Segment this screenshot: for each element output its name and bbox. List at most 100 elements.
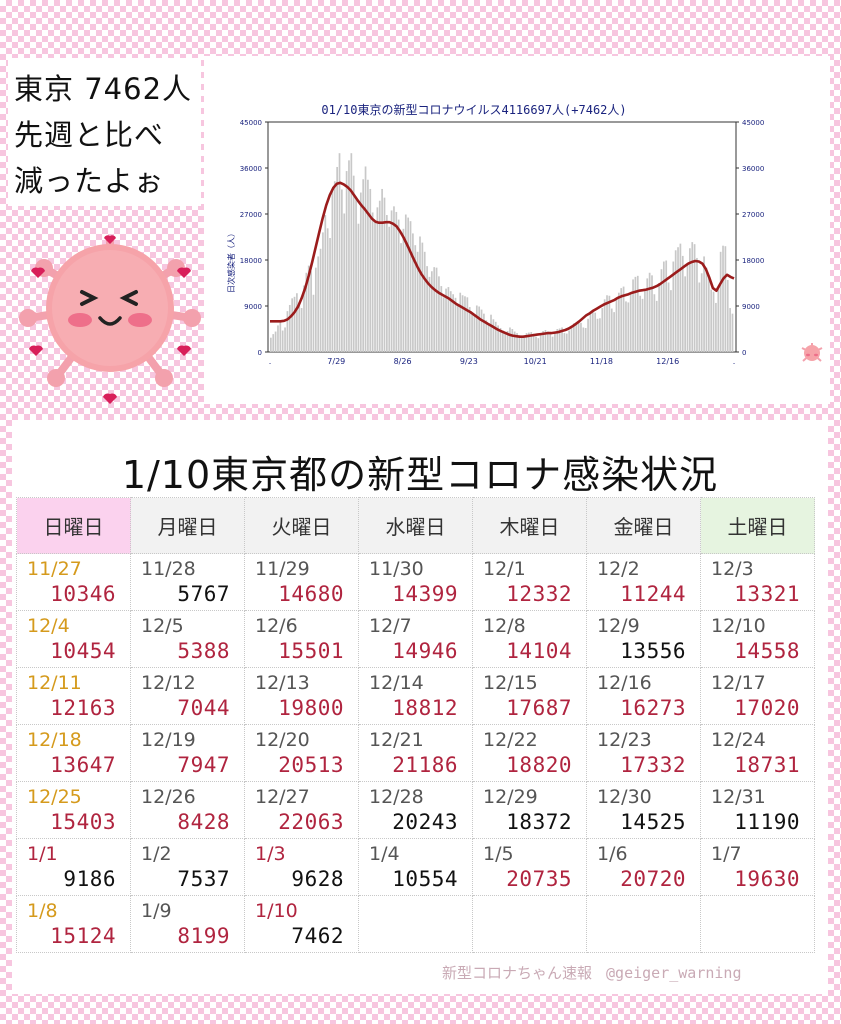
daily-bar [731,313,734,352]
daily-bar [485,320,488,352]
daily-bar [350,153,353,352]
daily-bar [625,301,627,352]
day-count: 15501 [278,639,344,663]
daily-bar [374,220,376,352]
table-row: 1/8 15124 1/9 8199 1/10 7462 [16,895,815,953]
daily-bar [613,312,615,352]
daily-bar [558,328,561,352]
daily-bar [537,338,540,352]
daily-bar [499,327,502,352]
daily-bar [575,322,578,352]
daily-bar [270,337,272,352]
daily-bar [404,214,407,352]
day-date: 1/6 [597,843,628,865]
day-cell: 11/28 5767 [130,553,245,611]
day-cell: 12/11 12163 [16,667,131,725]
day-cell [358,895,473,953]
daily-bar [662,261,665,352]
day-count: 11244 [620,582,686,606]
day-cell: 12/27 22063 [244,781,359,839]
daily-bar [523,335,526,352]
x-tick-label: 10/21 [524,357,547,366]
daily-bar [698,282,701,352]
daily-bar [724,246,727,352]
weekday-header-wed: 水曜日 [358,497,473,554]
day-cell: 12/22 18820 [472,724,587,782]
day-count: 11190 [734,810,800,834]
daily-bar [504,333,507,352]
y-tick-label: 27000 [240,211,262,219]
daily-bar [466,297,469,352]
daily-bar [348,160,350,352]
daily-bar [502,330,504,352]
day-cell: 12/23 17332 [586,724,701,782]
day-count: 5767 [177,582,230,606]
day-count: 9186 [63,867,116,891]
daily-bar [677,247,679,352]
calendar-table: 日曜日 月曜日 火曜日 水曜日 木曜日 金曜日 土曜日 11/27 10346 11… [16,497,815,953]
day-cell [700,895,815,953]
daily-bar [580,322,582,352]
day-count: 22063 [278,810,344,834]
daily-bar [452,294,454,352]
daily-bar [298,301,301,352]
daily-bar [409,221,412,352]
daily-bar [291,298,294,352]
day-date: 12/12 [141,672,196,694]
day-cell [472,895,587,953]
daily-bar [715,302,717,352]
daily-bar [303,285,305,352]
day-count: 12332 [506,582,572,606]
day-cell: 12/5 5388 [130,610,245,668]
daily-bar [693,244,696,352]
daily-bar [653,294,656,352]
daily-bar [644,289,646,352]
daily-bar [400,243,402,352]
day-date: 1/5 [483,843,514,865]
daily-bar [518,335,521,352]
daily-bar [596,318,599,352]
daily-bar [388,226,391,352]
daily-bar [471,312,473,352]
day-count: 13321 [734,582,800,606]
daily-bar [364,166,367,352]
daily-bar [378,200,381,352]
daily-bar [710,289,713,352]
y-tick-label: 36000 [240,165,262,173]
table-row: 12/4 10454 12/5 5388 12/6 15501 12/7 14946 12/8 1… [16,610,815,668]
day-date: 1/10 [255,900,298,922]
daily-bar [570,326,573,352]
y-tick-label-right: 18000 [742,257,764,265]
day-cell: 12/10 14558 [700,610,815,668]
footer-handle: @geiger_warning [606,964,742,982]
daily-bar [556,329,559,352]
day-date: 11/30 [369,558,424,580]
day-date: 12/19 [141,729,196,751]
daily-bar [331,191,334,352]
day-date: 12/14 [369,672,424,694]
weekday-header-tue: 火曜日 [244,497,359,554]
daily-bar [573,323,575,352]
day-date: 11/29 [255,558,310,580]
bubble-line-3: 減ったよぉ [14,164,165,198]
daily-bar [454,297,457,352]
day-date: 11/27 [27,558,82,580]
daily-bar [639,295,642,352]
calendar-panel: 1/10東京都の新型コロナ感染状況 日曜日 月曜日 火曜日 水曜日 木曜日 金曜… [12,420,828,994]
daily-bar [341,189,343,352]
day-date: 12/15 [483,672,538,694]
day-count: 18820 [506,753,572,777]
day-cell: 12/12 7044 [130,667,245,725]
daily-bar [397,219,400,352]
bubble-line-1: 東京 7462人 [14,72,193,106]
daily-bar [314,267,317,352]
day-cell: 12/13 19800 [244,667,359,725]
daily-bar [402,228,405,352]
daily-bar [293,296,296,352]
daily-bar [277,325,279,352]
x-tick-label: 9/23 [460,357,478,366]
day-count: 14946 [392,639,458,663]
daily-bar [317,256,320,352]
day-count: 17332 [620,753,686,777]
daily-bar [414,245,417,352]
